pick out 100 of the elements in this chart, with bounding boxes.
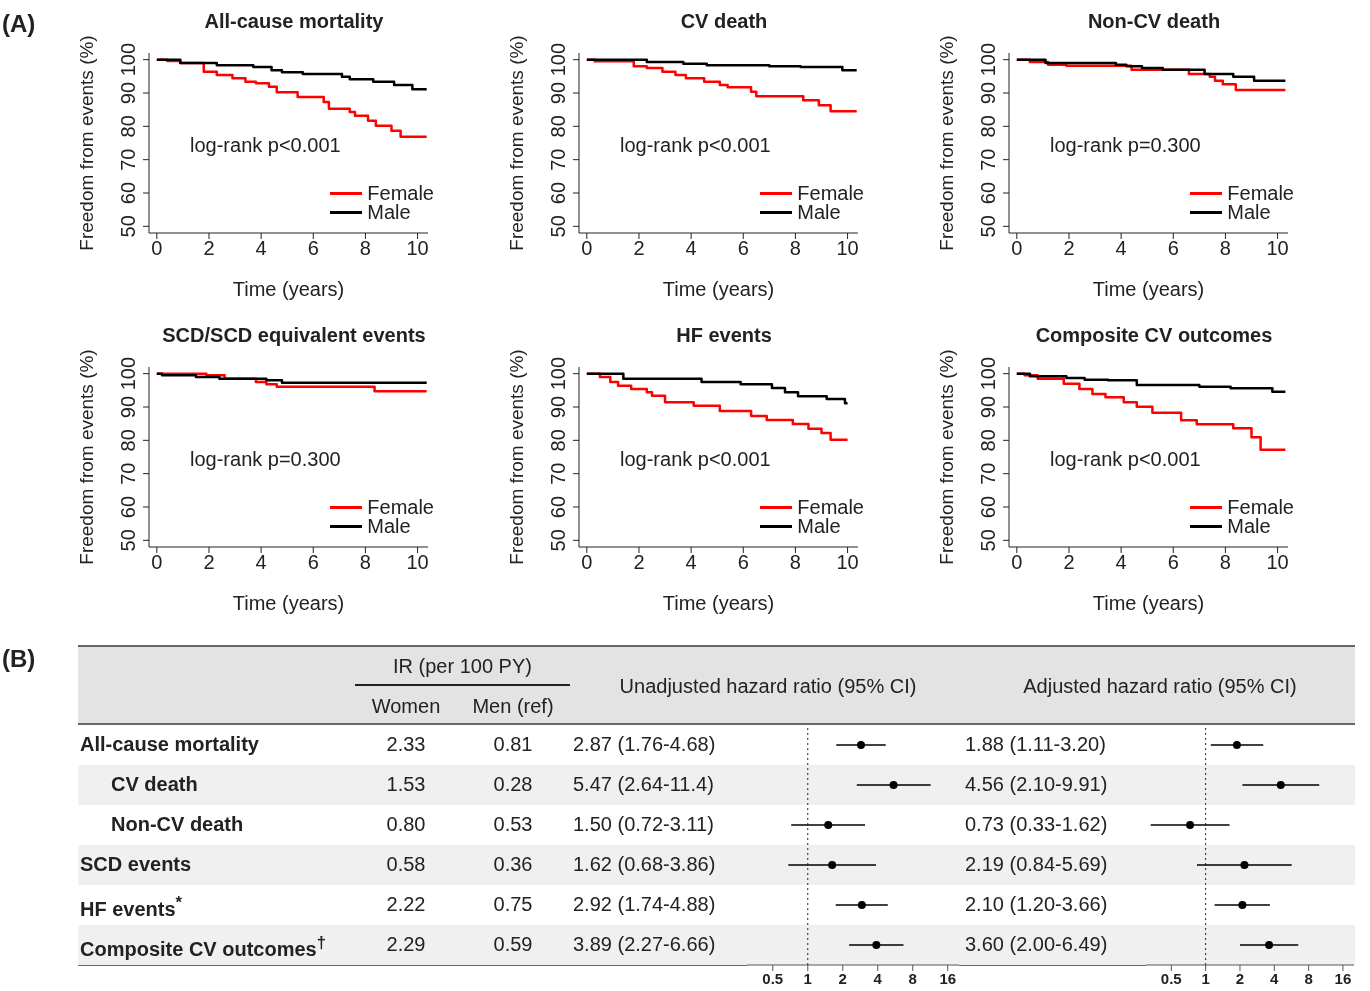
y-tick-label: 60 — [547, 181, 569, 205]
x-tick-label: 2 — [838, 969, 847, 987]
data-label: 0.36 — [492, 853, 534, 876]
y-tick-label: 70 — [117, 148, 139, 171]
x-tick-label: 6 — [1167, 237, 1179, 260]
x-tick-label: 0 — [151, 551, 163, 574]
y-axis-title: Freedom from events (%) — [505, 349, 527, 565]
x-tick-label: 4 — [685, 551, 697, 574]
point — [1240, 861, 1249, 869]
y-tick-label: 70 — [547, 462, 569, 485]
text: (B) — [2, 645, 36, 672]
x-tick-label: 4 — [873, 969, 883, 987]
x-tick-label: 8 — [1219, 237, 1231, 260]
y-tick-label: 90 — [117, 395, 139, 419]
y-tick-label: 60 — [977, 495, 999, 519]
y-tick-label: 90 — [117, 81, 139, 105]
data-label: 0.73 (0.33-1.62) — [965, 813, 1108, 836]
x-tick-label: 10 — [1266, 237, 1289, 260]
legend-label: Male — [797, 515, 841, 537]
y-axis-title: Freedom from events (%) — [505, 35, 527, 251]
y-axis-title: Freedom from events (%) — [75, 35, 97, 251]
data-label: 1.62 (0.68-3.86) — [573, 853, 716, 876]
chart-title: SCD/SCD equivalent events — [162, 324, 426, 346]
x-tick-label: 2 — [203, 237, 215, 260]
x-tick-label: 4 — [255, 551, 267, 574]
x-tick-label: 8 — [908, 969, 917, 987]
data-label: 3.89 (2.27-6.66) — [573, 933, 716, 956]
legend-label: Male — [367, 201, 411, 223]
legend-label: Male — [1227, 201, 1271, 223]
y-tick-label: 80 — [117, 115, 139, 138]
y-tick-label: 50 — [547, 529, 569, 552]
category-label: HF events$^{*}$ — [80, 893, 183, 920]
x-tick-label: 4 — [685, 237, 697, 260]
annotation: log-rank p<0.001 — [620, 134, 771, 156]
chart-title: Non-CV death — [1087, 10, 1221, 32]
x-tick-label: 4 — [255, 237, 267, 260]
x-axis-title: Time (years) — [232, 278, 345, 300]
x-tick-label: 4 — [1115, 237, 1127, 260]
data-label: 3.60 (2.00-6.49) — [965, 933, 1108, 956]
legend-label: Male — [1227, 515, 1271, 537]
x-tick-label: 8 — [1304, 969, 1313, 987]
x-tick-label: 10 — [836, 551, 859, 574]
x-tick-label: 4 — [1115, 551, 1127, 574]
y-tick-label: 70 — [547, 148, 569, 171]
x-tick-label: 0.5 — [762, 969, 784, 987]
y-tick-label: 100 — [547, 356, 569, 391]
x-axis-title: Time (years) — [232, 592, 345, 614]
x-tick-label: 0 — [581, 551, 593, 574]
y-tick-label: 50 — [117, 215, 139, 238]
category-label: Composite CV outcomes$^{†}$ — [80, 933, 326, 960]
chart-title: Composite CV outcomes — [1035, 324, 1273, 346]
x-tick-label: 6 — [737, 237, 749, 260]
data-label: 0.59 — [492, 933, 534, 956]
y-tick-label: 50 — [977, 215, 999, 238]
x-axis-title: Time (years) — [662, 278, 775, 300]
y-tick-label: 80 — [117, 429, 139, 452]
legend-label: Female — [1227, 182, 1294, 204]
x-tick-label: 6 — [307, 551, 319, 574]
category-label: CV death — [111, 773, 198, 795]
x-tick-label: 8 — [359, 237, 371, 260]
category-label: Non-CV death — [111, 813, 244, 835]
data-label: 0.58 — [385, 853, 427, 876]
y-tick-label: 70 — [977, 148, 999, 171]
data-label: 0.53 — [492, 813, 534, 836]
y-axis-title: Freedom from events (%) — [75, 349, 97, 565]
annotation: log-rank p=0.300 — [190, 448, 341, 470]
data-label: 2.29 — [385, 933, 427, 956]
x-tick-label: 16 — [939, 969, 957, 987]
annotation: log-rank p<0.001 — [620, 448, 771, 470]
y-tick-label: 60 — [117, 495, 139, 519]
x-tick-label: 8 — [789, 551, 801, 574]
chart-title: HF events — [676, 324, 772, 346]
legend-label: Female — [797, 496, 864, 518]
data-label: 1.88 (1.11-3.20) — [965, 733, 1106, 756]
x-tick-label: 6 — [1167, 551, 1179, 574]
legend-label: Female — [797, 182, 864, 204]
x-tick-label: 6 — [737, 551, 749, 574]
text: Women — [371, 695, 441, 717]
chart-title: All-cause mortality — [204, 10, 384, 32]
data-label: 2.87 (1.76-4.68) — [573, 733, 716, 756]
y-tick-label: 70 — [977, 462, 999, 485]
y-tick-label: 60 — [977, 181, 999, 205]
x-tick-label: 0 — [151, 237, 163, 260]
data-label: 0.75 — [492, 893, 534, 916]
legend-label: Male — [367, 515, 411, 537]
x-tick-label: 2 — [1235, 969, 1245, 987]
y-tick-label: 80 — [977, 115, 999, 138]
x-tick-label: 10 — [836, 237, 859, 260]
x-tick-label: 2 — [1063, 237, 1075, 260]
x-tick-label: 0 — [1011, 551, 1023, 574]
y-tick-label: 90 — [547, 395, 569, 419]
data-label: 2.10 (1.20-3.66) — [965, 893, 1108, 916]
category-label: All-cause mortality — [80, 733, 259, 755]
x-tick-label: 0 — [1011, 237, 1023, 260]
x-tick-label: 10 — [1266, 551, 1289, 574]
y-tick-label: 60 — [117, 181, 139, 205]
x-tick-label: 8 — [789, 237, 801, 260]
data-label: 0.28 — [492, 773, 534, 796]
point — [1238, 901, 1247, 909]
y-tick-label: 100 — [977, 42, 999, 77]
